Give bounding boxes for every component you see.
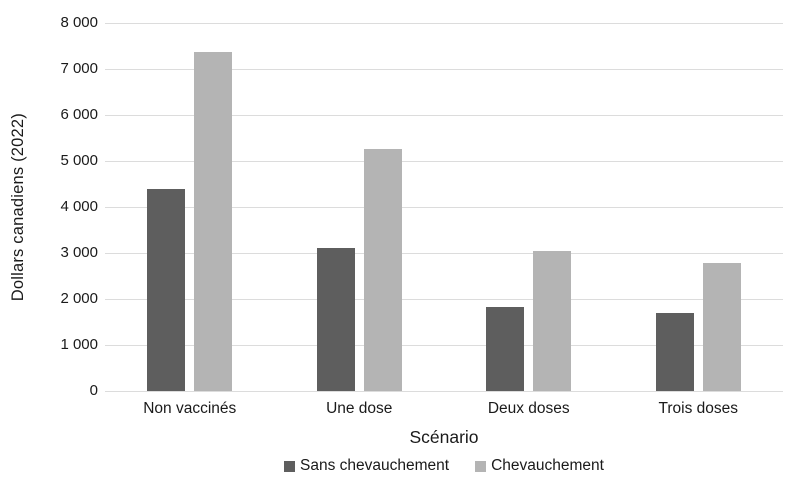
legend-label-chevauchement: Chevauchement [491, 457, 604, 474]
category-band [614, 23, 784, 391]
y-tick-label: 2 000 [60, 290, 98, 307]
y-tick-label: 1 000 [60, 336, 98, 353]
x-axis-title: Scénario [409, 427, 479, 447]
plot-area [105, 23, 783, 392]
legend-swatch-sans-chevauchement-icon [284, 460, 296, 472]
x-category-label: Non vaccinés [143, 400, 237, 417]
legend-item-sans-chevauchement: Sans chevauchement [284, 457, 449, 475]
y-tick-label: 4 000 [60, 198, 98, 215]
y-axis-title: Dollars canadiens (2022) [4, 23, 32, 391]
bar-chevauchement-group-3 [533, 250, 572, 391]
y-tick-label: 7 000 [60, 60, 98, 77]
y-tick-label: 3 000 [60, 244, 98, 261]
bar-chevauchement-group-2 [363, 149, 402, 391]
bar-sans-chevauchement-group-2 [316, 247, 355, 391]
bar-sans-chevauchement-group-1 [147, 189, 186, 391]
legend-item-chevauchement: Chevauchement [475, 457, 604, 475]
gridline [105, 207, 783, 208]
gridline [105, 23, 783, 24]
bars-layer [105, 23, 783, 391]
y-tick-label: 6 000 [60, 106, 98, 123]
category-band [105, 23, 275, 391]
y-tick-label: 8 000 [60, 14, 98, 31]
gridline [105, 253, 783, 254]
bar-sans-chevauchement-group-4 [655, 313, 694, 391]
x-axis-baseline [105, 391, 783, 392]
bar-sans-chevauchement-group-3 [486, 307, 525, 391]
gridline [105, 69, 783, 70]
legend: Sans chevauchement Chevauchement [105, 457, 783, 475]
y-tick-label: 0 [89, 382, 98, 399]
y-axis-title-text: Dollars canadiens (2022) [8, 112, 27, 302]
category-band [275, 23, 445, 391]
x-category-label: Une dose [326, 400, 393, 417]
x-category-label: Deux doses [487, 400, 570, 417]
gridline [105, 115, 783, 116]
category-band [444, 23, 614, 391]
x-category-label: Trois doses [658, 400, 739, 417]
bar-chevauchement-group-1 [194, 52, 233, 391]
legend-swatch-chevauchement-icon [475, 460, 487, 472]
gridline [105, 161, 783, 162]
gridline [105, 345, 783, 346]
legend-label-sans-chevauchement: Sans chevauchement [300, 457, 450, 474]
bar-chevauchement-group-4 [702, 262, 741, 391]
gridline [105, 299, 783, 300]
x-axis-category-labels: Non vaccinés Une dose Deux doses Trois dose… [105, 400, 783, 418]
y-tick-label: 5 000 [60, 152, 98, 169]
